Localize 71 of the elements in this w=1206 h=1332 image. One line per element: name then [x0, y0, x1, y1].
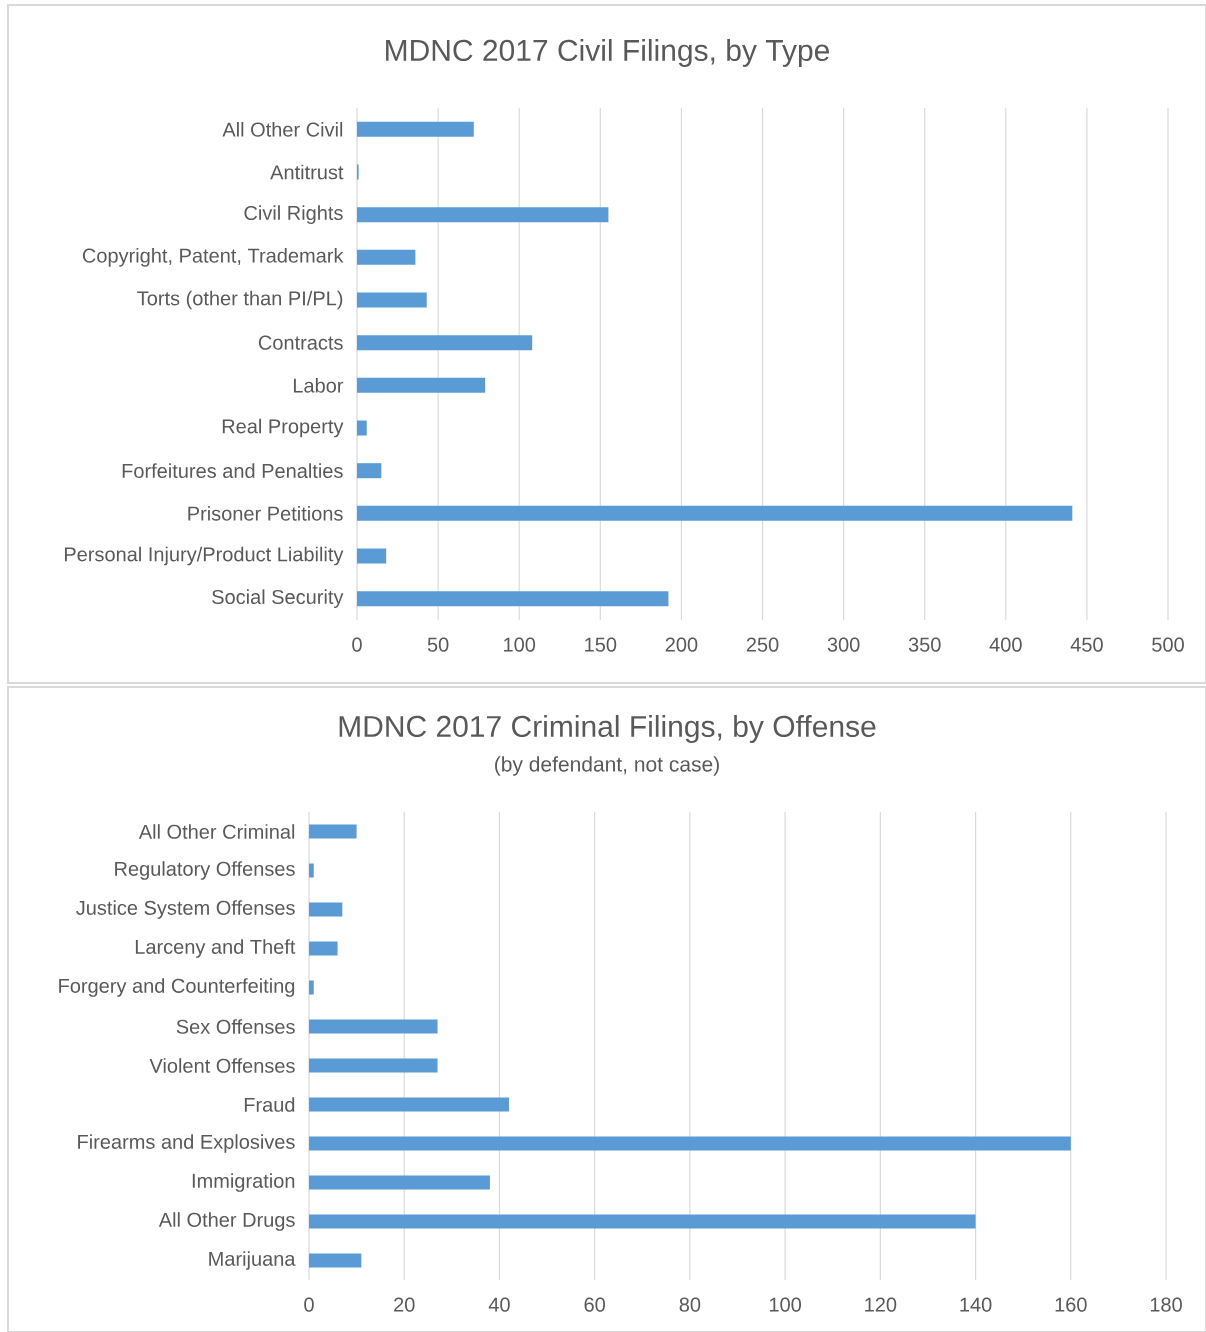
- bar: [309, 980, 314, 995]
- y-tick-label: Forfeitures and Penalties: [122, 463, 343, 479]
- x-tick-label: 300: [827, 637, 860, 652]
- x-tick-label: 140: [960, 1297, 992, 1312]
- x-tick-label: 180: [1150, 1297, 1182, 1312]
- y-tick-label: Real Property: [222, 418, 344, 438]
- bar: [309, 1097, 509, 1112]
- x-tick-label: 100: [504, 637, 536, 652]
- bar: [357, 121, 474, 137]
- bar: [309, 1214, 976, 1229]
- y-tick-label: Copyright, Patent, Trademark: [82, 248, 344, 267]
- chart-title: MDNC 2017 Criminal Filings, by Offense: [339, 715, 876, 743]
- y-tick-label: Personal Injury/Product Liability: [64, 546, 344, 566]
- bar: [357, 420, 367, 436]
- x-tick-label: 60: [584, 1297, 606, 1312]
- y-tick-label: Fraud: [244, 1097, 295, 1112]
- x-tick-label: 40: [488, 1297, 510, 1312]
- bar: [309, 902, 343, 917]
- x-tick-label: 500: [1152, 637, 1184, 652]
- bar: [357, 249, 416, 265]
- bar: [357, 548, 387, 564]
- y-tick-label: Torts (other than PI/PL): [137, 290, 343, 310]
- y-tick-label: Violent Offenses: [149, 1058, 295, 1073]
- x-tick-label: 50: [427, 637, 449, 652]
- bar: [357, 292, 427, 308]
- bar: [357, 335, 533, 351]
- x-tick-label: 0: [352, 637, 362, 652]
- bar: [309, 1058, 438, 1073]
- y-tick-label: Larceny and Theft: [135, 939, 296, 958]
- y-tick-label: Regulatory Offenses: [115, 861, 295, 880]
- y-tick-label: Immigration: [192, 1173, 295, 1192]
- y-tick-label: Firearms and Explosives: [78, 1134, 295, 1153]
- x-tick-label: 250: [746, 637, 779, 652]
- y-tick-label: Antitrust: [270, 164, 344, 180]
- y-tick-label: All Other Criminal: [138, 824, 295, 839]
- y-tick-label: Sex Offenses: [176, 1019, 295, 1034]
- x-tick-label: 160: [1055, 1297, 1087, 1312]
- x-tick-label: 400: [989, 637, 1022, 652]
- bar: [309, 1019, 438, 1034]
- bar: [309, 824, 357, 839]
- bar: [357, 377, 486, 393]
- x-tick-label: 150: [585, 637, 617, 652]
- x-tick-label: 100: [769, 1297, 802, 1312]
- x-tick-label: 80: [679, 1297, 701, 1312]
- bar: [309, 1136, 1071, 1151]
- y-tick-label: Forgery and Counterfeiting: [59, 978, 295, 997]
- bar: [309, 1253, 362, 1268]
- x-tick-label: 450: [1070, 637, 1103, 652]
- bar: [309, 1175, 490, 1190]
- bar: [309, 863, 314, 878]
- chart-subtitle: (by defendant, not case): [495, 756, 719, 776]
- bar: [357, 207, 609, 223]
- x-tick-label: 120: [865, 1297, 897, 1312]
- chart-title: MDNC 2017 Civil Filings, by Type: [386, 39, 830, 67]
- x-tick-label: 20: [394, 1297, 415, 1312]
- y-tick-label: Justice System Offenses: [76, 900, 295, 919]
- y-tick-label: Marijuana: [209, 1251, 296, 1270]
- y-tick-label: Contracts: [258, 335, 343, 350]
- y-tick-label: Civil Rights: [244, 205, 343, 224]
- bar: [357, 505, 1073, 521]
- x-tick-label: 350: [908, 637, 941, 652]
- bar: [357, 591, 669, 607]
- y-tick-label: All Other Civil: [222, 121, 343, 137]
- bar: [357, 463, 382, 479]
- bar: [309, 941, 338, 956]
- y-tick-label: Labor: [293, 377, 344, 393]
- y-tick-label: Social Security: [212, 589, 344, 609]
- y-tick-label: Prisoner Petitions: [188, 505, 343, 521]
- y-tick-label: All Other Drugs: [158, 1212, 295, 1231]
- x-tick-label: 200: [665, 637, 698, 652]
- x-tick-label: 0: [304, 1297, 314, 1312]
